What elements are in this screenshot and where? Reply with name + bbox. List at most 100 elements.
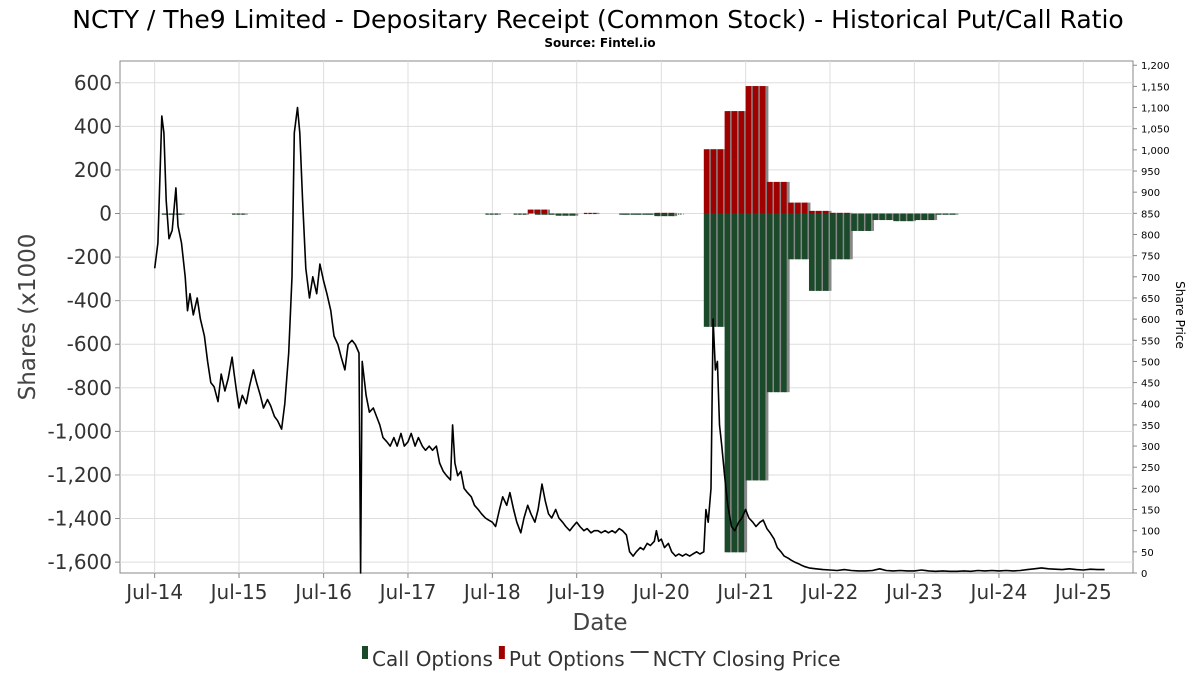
call-options-bar: [168, 213, 175, 215]
put-options-bar-shadow: [755, 86, 762, 214]
y2-axis-ticks: 1,200 1,150 1,100 1,050 1,000 950 900 850 800 750…: [1133, 61, 1170, 580]
put-options-bar-shadow: [798, 202, 804, 214]
call-options-bar: [914, 213, 920, 221]
call-options-bar-shadow: [706, 213, 713, 327]
call-options-bar: [865, 213, 872, 231]
put-options-bar: [593, 212, 597, 215]
put-options-bar: [738, 111, 745, 214]
put-options-bar-shadow: [544, 209, 550, 214]
call-options-bar-shadow: [938, 213, 945, 215]
call-options-bar-shadow: [544, 213, 551, 215]
y-tick-label: -600: [67, 332, 112, 356]
call-options-bar-shadow: [840, 213, 846, 260]
call-options-bar-shadow: [805, 213, 811, 260]
y2-tick-label: 700: [1141, 273, 1160, 284]
put-options-bar-shadow: [586, 212, 591, 215]
put-options-bar: [588, 212, 592, 215]
y-axis-label: Shares (x1000: [15, 234, 41, 401]
call-options-bar-shadow: [924, 213, 931, 221]
y-tick-label: -800: [67, 376, 112, 400]
call-options-bar: [802, 213, 808, 260]
put-options-bar: [781, 181, 787, 214]
call-options-bar-shadow: [565, 213, 572, 216]
call-options-bar-shadow: [516, 213, 520, 215]
y2-tick-label: 200: [1141, 484, 1160, 495]
call-options-bar: [942, 213, 949, 215]
call-options-bar-shadow: [734, 213, 741, 553]
put-options-bar: [541, 209, 547, 214]
call-options-bar: [677, 213, 679, 215]
y2-tick-label: 0: [1141, 569, 1147, 580]
call-options-bar: [935, 213, 942, 215]
put-options-bar-shadow: [591, 212, 595, 215]
put-options-bar-shadow: [741, 111, 748, 214]
y2-tick-label: 300: [1141, 442, 1160, 453]
y2-tick-label: 400: [1141, 400, 1160, 411]
put-options-bar: [654, 212, 660, 215]
call-options-bar: [654, 213, 660, 217]
call-options-bar: [766, 213, 773, 393]
call-options-bar: [893, 213, 899, 222]
y2-tick-label: 800: [1141, 230, 1160, 241]
y2-axis-label: Share Price: [1173, 281, 1187, 349]
y2-tick-label: 250: [1141, 463, 1160, 474]
call-options-bar-shadow: [903, 213, 909, 222]
put-options-bar-shadow: [840, 212, 846, 215]
call-options-bar: [795, 213, 801, 260]
y2-tick-label: 900: [1141, 188, 1160, 199]
call-options-bar-shadow: [945, 213, 952, 215]
x-tick-label: Jul-21: [715, 580, 774, 604]
x-tick-label: Jul-15: [209, 580, 268, 604]
call-options-bar-shadow: [847, 213, 853, 260]
put-options-bar: [795, 202, 801, 214]
x-tick-label: Jul-19: [546, 580, 605, 604]
call-options-bar-shadow: [720, 213, 727, 327]
y2-tick-label: 100: [1141, 527, 1160, 538]
call-options-bar: [928, 213, 935, 221]
call-options-bar-shadow: [657, 213, 663, 217]
call-options-bar: [485, 213, 489, 215]
put-options-bar: [837, 212, 843, 215]
y-tick-label: 400: [74, 114, 112, 138]
call-options-bar: [680, 213, 682, 215]
put-options-bar-shadow: [811, 210, 818, 214]
x-axis-label: Date: [573, 610, 628, 636]
call-options-bar-shadow: [875, 213, 881, 221]
call-options-bar: [176, 213, 182, 215]
put-options-bar: [808, 210, 815, 214]
call-options-bar-shadow: [769, 213, 776, 393]
call-options-bar-shadow: [171, 213, 178, 215]
put-options-bar-shadow: [727, 111, 734, 214]
y-tick-label: -1,000: [48, 419, 112, 443]
put-options-bar-shadow: [769, 181, 776, 214]
call-options-bar-shadow: [776, 213, 783, 393]
y2-tick-label: 450: [1141, 379, 1160, 390]
legend-swatch-put-options: [498, 646, 505, 659]
call-options-bar: [555, 213, 562, 216]
call-options-bar-shadow: [811, 213, 818, 291]
call-options-bar: [745, 213, 752, 481]
call-options-bar-shadow: [179, 213, 185, 215]
call-options-bar-shadow: [671, 213, 678, 217]
put-options-bar-shadow: [664, 212, 671, 215]
y2-tick-label: 1,050: [1141, 125, 1170, 136]
call-options-bar: [630, 213, 642, 215]
put-options-bar-shadow: [657, 212, 663, 215]
put-options-bar-shadow: [596, 212, 600, 215]
call-options-bar-shadow: [683, 213, 685, 215]
call-options-bar-shadow: [825, 213, 832, 291]
call-options-bar-shadow: [488, 213, 492, 215]
call-options-bar-shadow: [861, 213, 867, 231]
call-options-bar: [773, 213, 780, 393]
call-options-bar-shadow: [896, 213, 902, 222]
call-options-bar-shadow: [664, 213, 671, 217]
y2-tick-label: 650: [1141, 294, 1160, 305]
put-options-bar-shadow: [706, 149, 713, 214]
put-options-bar-shadow: [537, 209, 544, 214]
put-options-bar: [759, 86, 766, 214]
put-options-bar-shadow: [818, 210, 825, 214]
bar-layer: [161, 86, 959, 553]
call-options-bar: [781, 213, 787, 393]
y2-tick-label: 500: [1141, 357, 1160, 368]
call-options-bar-shadow: [235, 213, 239, 215]
